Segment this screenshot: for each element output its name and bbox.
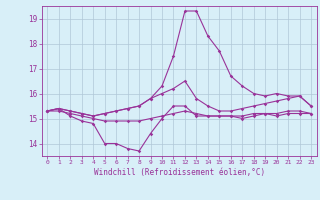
X-axis label: Windchill (Refroidissement éolien,°C): Windchill (Refroidissement éolien,°C) <box>94 168 265 177</box>
